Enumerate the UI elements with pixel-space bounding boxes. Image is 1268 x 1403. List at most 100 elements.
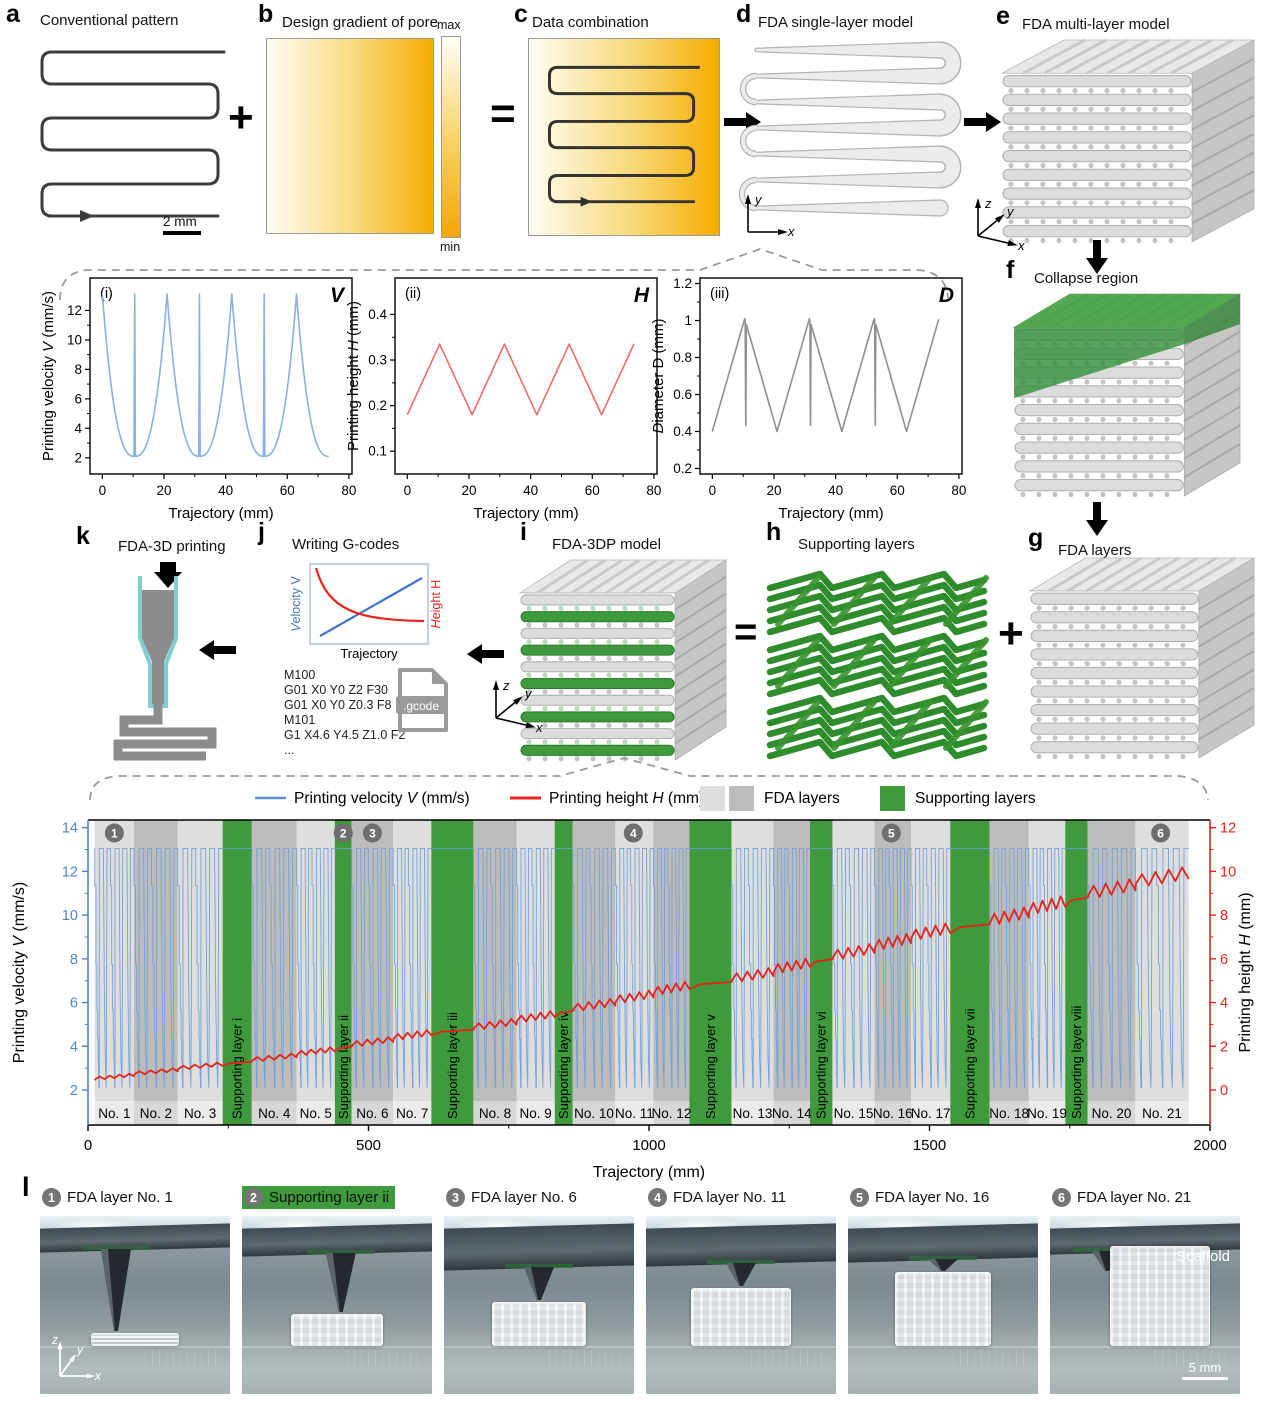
svg-text:Supporting layer v: Supporting layer v — [703, 1014, 718, 1119]
svg-text:Supporting layer viii: Supporting layer viii — [1069, 1005, 1084, 1119]
svg-text:Supporting layer vii: Supporting layer vii — [962, 1008, 977, 1119]
svg-text:x: x — [535, 720, 543, 735]
panel-letter-k: k — [76, 522, 90, 550]
stage-marker — [333, 823, 353, 843]
svg-text:No. 14: No. 14 — [772, 1106, 812, 1121]
svg-text:0: 0 — [1220, 1083, 1228, 1099]
svg-text:No. 8: No. 8 — [479, 1106, 511, 1121]
svg-text:No. 4: No. 4 — [258, 1106, 291, 1121]
svg-text:10: 10 — [62, 908, 78, 924]
svg-text:80: 80 — [646, 483, 661, 498]
printed-scaffold — [1110, 1246, 1211, 1346]
svg-text:No. 5: No. 5 — [300, 1106, 332, 1121]
panel-letter-l: l — [22, 1172, 30, 1202]
svg-text:20: 20 — [156, 483, 171, 498]
svg-text:1: 1 — [684, 313, 692, 328]
svg-text:z: z — [984, 196, 992, 211]
multilayer-lattice — [1001, 38, 1255, 244]
svg-text:60: 60 — [890, 483, 905, 498]
stage-marker — [881, 823, 901, 843]
collapse-region-lattice — [1012, 292, 1242, 498]
svg-text:No. 10: No. 10 — [574, 1106, 614, 1121]
svg-text:4: 4 — [74, 421, 82, 436]
svg-text:Height H: Height H — [429, 580, 443, 629]
svg-text:Trajectory (mm): Trajectory (mm) — [593, 1164, 705, 1181]
dashed-connector — [59, 248, 949, 301]
panel-j-title: Writing G-codes — [292, 536, 400, 553]
plus-operator: + — [998, 609, 1024, 658]
panel-f-title: Collapse region — [1034, 270, 1139, 287]
svg-text:2: 2 — [74, 450, 82, 465]
svg-text:20: 20 — [766, 483, 781, 498]
svg-text:2000: 2000 — [1193, 1137, 1226, 1154]
svg-text:No. 21: No. 21 — [1142, 1106, 1182, 1121]
svg-text:1000: 1000 — [632, 1137, 665, 1154]
svg-text:x: x — [787, 224, 795, 239]
gcode-line: M101 — [284, 713, 316, 727]
photo-label-text: FDA layer No. 11 — [673, 1189, 787, 1206]
svg-text:No. 3: No. 3 — [184, 1106, 216, 1121]
svg-text:80: 80 — [951, 483, 966, 498]
svg-text:20: 20 — [461, 483, 476, 498]
svg-text:10: 10 — [67, 332, 82, 347]
svg-text:10: 10 — [1220, 864, 1236, 880]
photo-label-text: FDA layer No. 21 — [1077, 1189, 1192, 1206]
svg-text:No. 2: No. 2 — [140, 1106, 172, 1121]
svg-text:4: 4 — [70, 1039, 78, 1055]
photo-scale-bar: 5 mm — [1182, 1360, 1228, 1380]
tapered-tube-pattern — [738, 41, 962, 217]
panel-h-title: Supporting layers — [798, 536, 915, 553]
svg-text:Printing height H (mm): Printing height H (mm) — [549, 790, 704, 807]
printing-photo — [242, 1216, 432, 1394]
arrow-down-icon — [1086, 502, 1108, 536]
xyz-axes-icon: z yx — [51, 1333, 102, 1383]
arrow-down-icon — [1086, 240, 1108, 274]
photo-label: 2 Supporting layer ii — [242, 1186, 396, 1209]
svg-text:4: 4 — [1220, 996, 1228, 1012]
svg-text:y: y — [1006, 204, 1015, 219]
svg-text:0.2: 0.2 — [673, 461, 692, 476]
printed-scaffold — [291, 1314, 383, 1346]
panel-a-title: Conventional pattern — [40, 12, 179, 29]
svg-text:Supporting layer iii: Supporting layer iii — [445, 1012, 460, 1119]
print-nozzle-schematic — [113, 562, 217, 761]
plus-operator: + — [228, 93, 254, 142]
svg-text:FDA layers: FDA layers — [764, 790, 840, 807]
printing-photo — [646, 1216, 836, 1394]
svg-text:0: 0 — [404, 483, 412, 498]
photo-label: 5 FDA layer No. 16 — [848, 1186, 995, 1209]
svg-text:8: 8 — [74, 362, 82, 377]
svg-text:6: 6 — [1157, 827, 1164, 841]
fda-layers-lattice — [1028, 556, 1256, 760]
printed-scaffold — [91, 1333, 179, 1346]
svg-text:No. 11: No. 11 — [615, 1106, 654, 1121]
svg-text:z: z — [502, 678, 510, 693]
arrow-down-icon — [154, 562, 182, 588]
svg-text:2: 2 — [70, 1083, 78, 1099]
gcode-line: ... — [284, 743, 295, 757]
panel-letter-a: a — [6, 0, 20, 28]
svg-text:5: 5 — [888, 827, 895, 841]
height-series — [93, 866, 1190, 1081]
svg-text:D: D — [939, 284, 954, 307]
svg-text:14: 14 — [62, 821, 78, 837]
svg-text:0.8: 0.8 — [673, 350, 692, 365]
svg-text:Printing velocity V (mm/s): Printing velocity V (mm/s) — [294, 790, 470, 807]
stage-number-badge: 6 — [1052, 1188, 1071, 1207]
svg-text:y: y — [76, 1343, 84, 1357]
svg-text:No. 1: No. 1 — [98, 1106, 130, 1121]
colorbar — [441, 36, 461, 238]
svg-text:No. 12: No. 12 — [652, 1106, 692, 1121]
svg-text:12: 12 — [67, 303, 82, 318]
printed-scaffold — [492, 1302, 586, 1346]
svg-text:1: 1 — [111, 827, 118, 841]
svg-text:Supporting layer vi: Supporting layer vi — [814, 1011, 829, 1119]
printing-photo — [848, 1216, 1038, 1394]
velocity-series — [94, 847, 1189, 1089]
printing-photo — [444, 1216, 634, 1394]
svg-text:0.2: 0.2 — [368, 398, 387, 413]
gcode-line: G01 X0 Y0 Z2 F30 — [284, 683, 388, 697]
panel-letter-b: b — [258, 0, 274, 28]
